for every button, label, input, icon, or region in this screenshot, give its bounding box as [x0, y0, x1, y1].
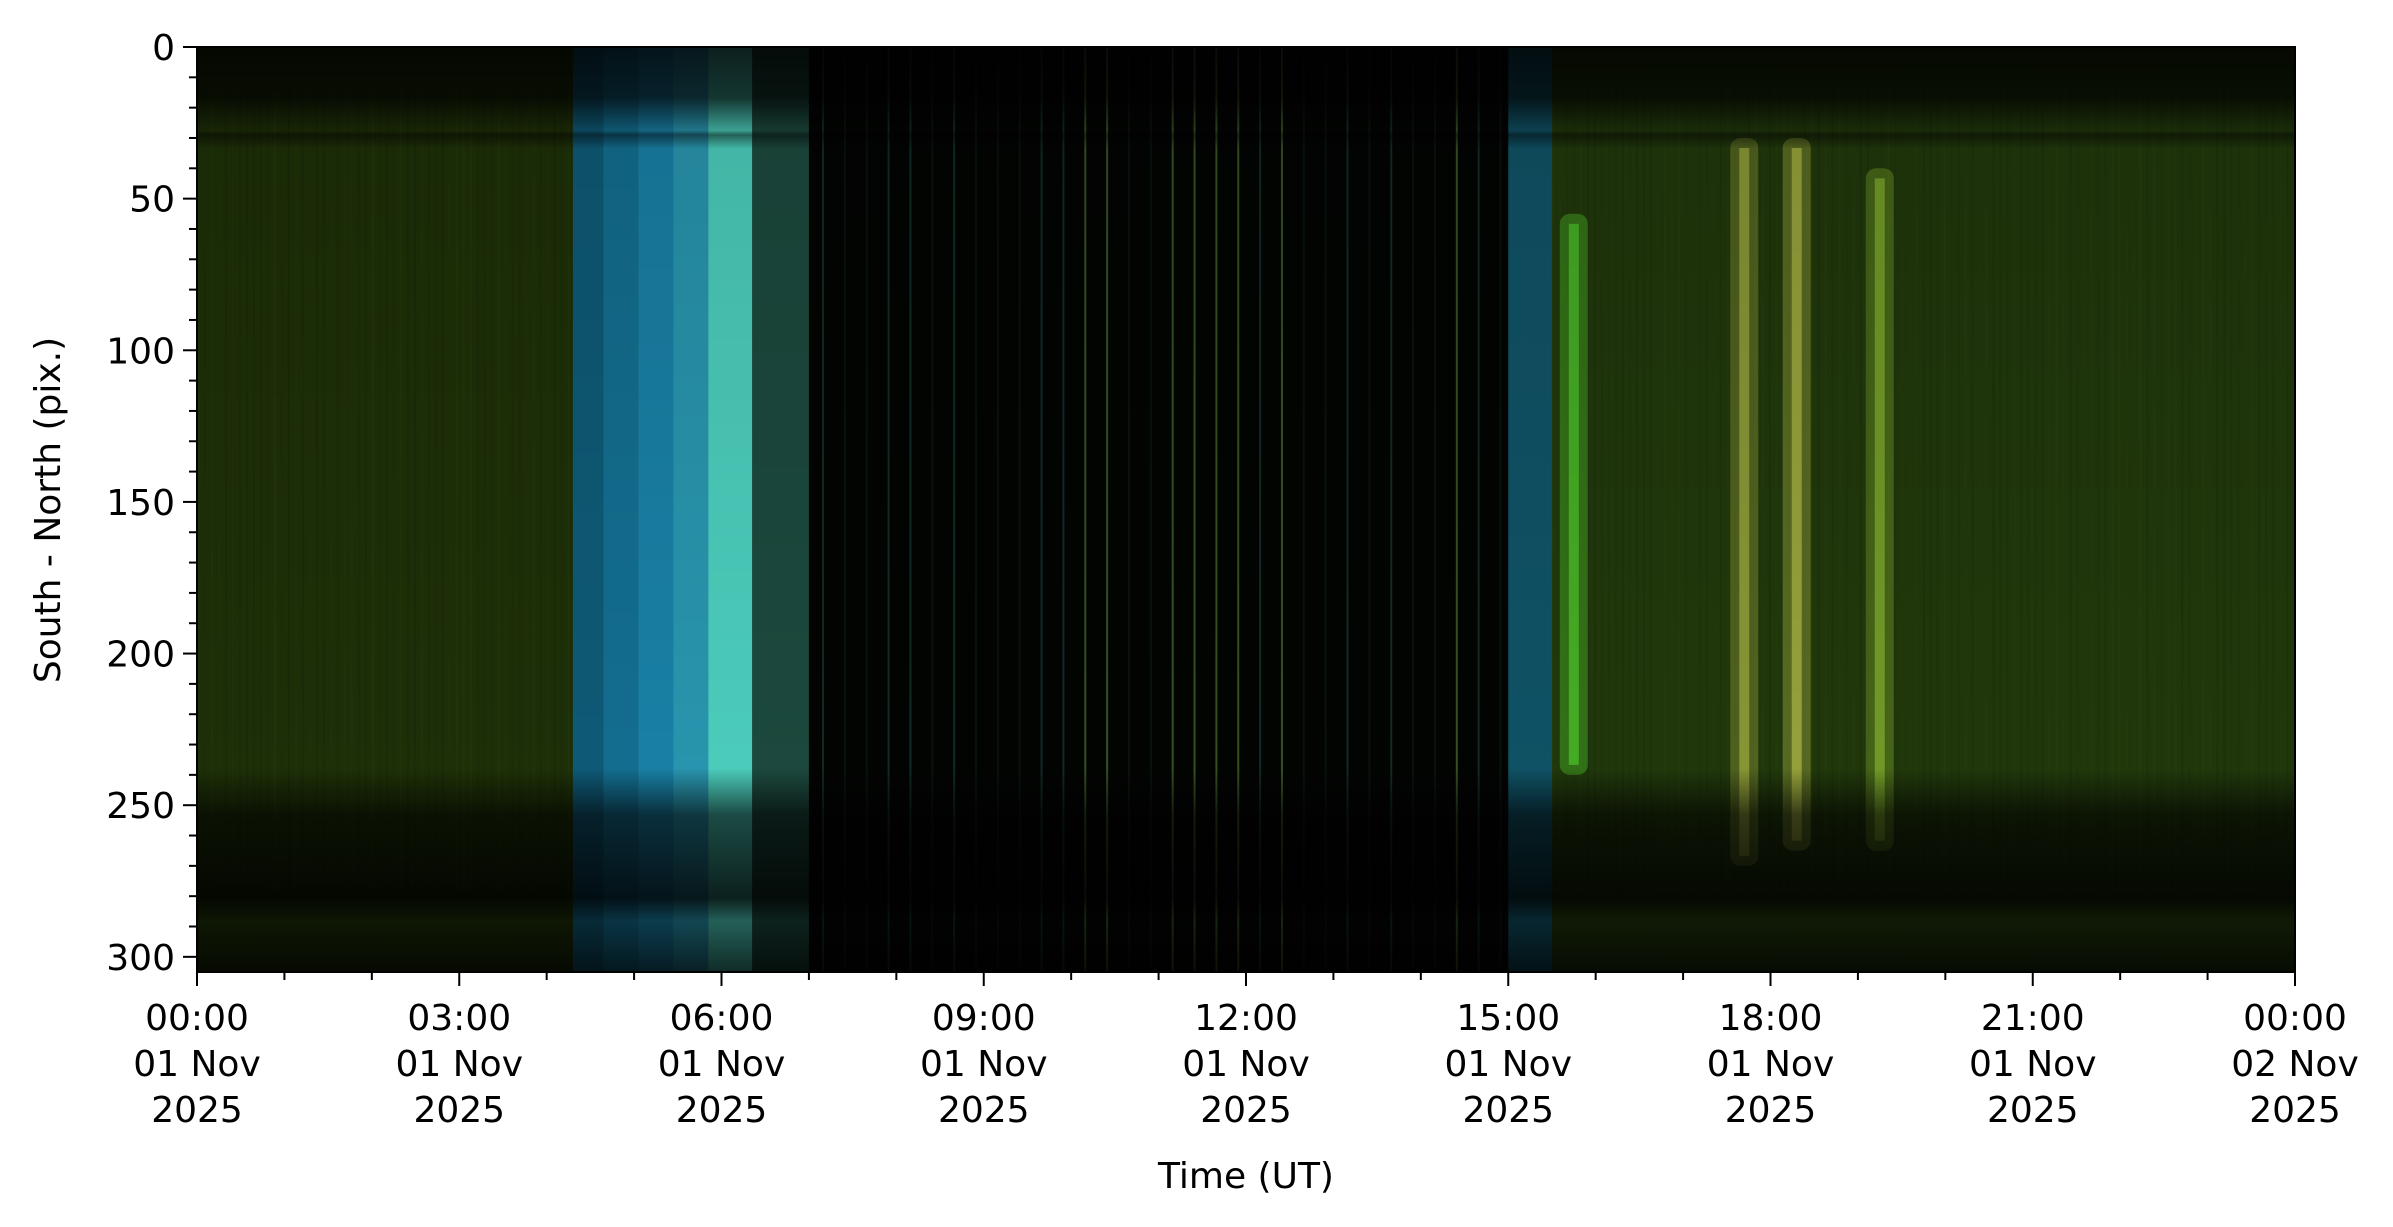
x-tick-label-line: 00:00 — [145, 998, 249, 1039]
y-tick-label: 200 — [106, 635, 175, 676]
x-tick-label-line: 02 Nov — [2231, 1044, 2359, 1085]
x-tick-label-line: 01 Nov — [1969, 1044, 2097, 1085]
x-tick-label: 09:00 01 Nov 2025 — [920, 998, 1048, 1131]
x-tick-label-line: 21:00 — [1981, 998, 2085, 1039]
x-tick-label-line: 2025 — [1725, 1090, 1817, 1131]
x-axis-label: Time (UT) — [1157, 1156, 1334, 1197]
x-tick-label-line: 06:00 — [670, 998, 774, 1039]
x-tick-label: 15:00 01 Nov 2025 — [1444, 998, 1572, 1131]
x-tick-label-line: 01 Nov — [658, 1044, 786, 1085]
x-tick-label-line: 2025 — [413, 1090, 505, 1131]
x-tick-label: 21:00 01 Nov 2025 — [1969, 998, 2097, 1131]
x-tick-label-line: 2025 — [676, 1090, 768, 1131]
x-tick-label: 00:00 02 Nov 2025 — [2231, 998, 2359, 1131]
x-tick-label-line: 01 Nov — [133, 1044, 261, 1085]
y-tick-label: 0 — [152, 28, 175, 69]
x-tick-label-line: 2025 — [1200, 1090, 1292, 1131]
x-tick-label-line: 12:00 — [1194, 998, 1298, 1039]
y-axis: 0 50 100 150 200 250 300 — [106, 28, 197, 979]
y-tick-label: 150 — [106, 483, 175, 524]
x-tick-label-line: 03:00 — [407, 998, 511, 1039]
y-axis-label: South - North (pix.) — [28, 337, 69, 683]
y-tick-label: 300 — [106, 938, 175, 979]
x-tick-label: 03:00 01 Nov 2025 — [395, 998, 523, 1131]
y-tick-label: 100 — [106, 331, 175, 372]
x-tick-label: 18:00 01 Nov 2025 — [1707, 998, 1835, 1131]
y-tick-label: 50 — [129, 180, 175, 221]
x-tick-label-line: 2025 — [2249, 1090, 2341, 1131]
x-tick-label-line: 2025 — [1987, 1090, 2079, 1131]
x-tick-label-line: 15:00 — [1456, 998, 1560, 1039]
x-tick-label-line: 01 Nov — [395, 1044, 523, 1085]
x-tick-label-line: 00:00 — [2243, 998, 2347, 1039]
x-tick-label: 12:00 01 Nov 2025 — [1182, 998, 1310, 1131]
x-tick-label-line: 2025 — [151, 1090, 243, 1131]
x-tick-label-line: 18:00 — [1719, 998, 1823, 1039]
x-tick-label-line: 2025 — [1462, 1090, 1554, 1131]
x-tick-label-line: 01 Nov — [920, 1044, 1048, 1085]
x-tick-label-line: 01 Nov — [1444, 1044, 1572, 1085]
keogram-image — [197, 47, 2295, 972]
x-tick-label-line: 2025 — [938, 1090, 1030, 1131]
x-axis: 00:00 01 Nov 2025 03:00 01 Nov 2025 06:00 01 No… — [133, 972, 2359, 1131]
y-tick-label: 250 — [106, 786, 175, 827]
x-tick-label-line: 01 Nov — [1707, 1044, 1835, 1085]
x-tick-label: 06:00 01 Nov 2025 — [658, 998, 786, 1131]
x-tick-label-line: 01 Nov — [1182, 1044, 1310, 1085]
x-tick-label: 00:00 01 Nov 2025 — [133, 998, 261, 1131]
x-tick-label-line: 09:00 — [932, 998, 1036, 1039]
